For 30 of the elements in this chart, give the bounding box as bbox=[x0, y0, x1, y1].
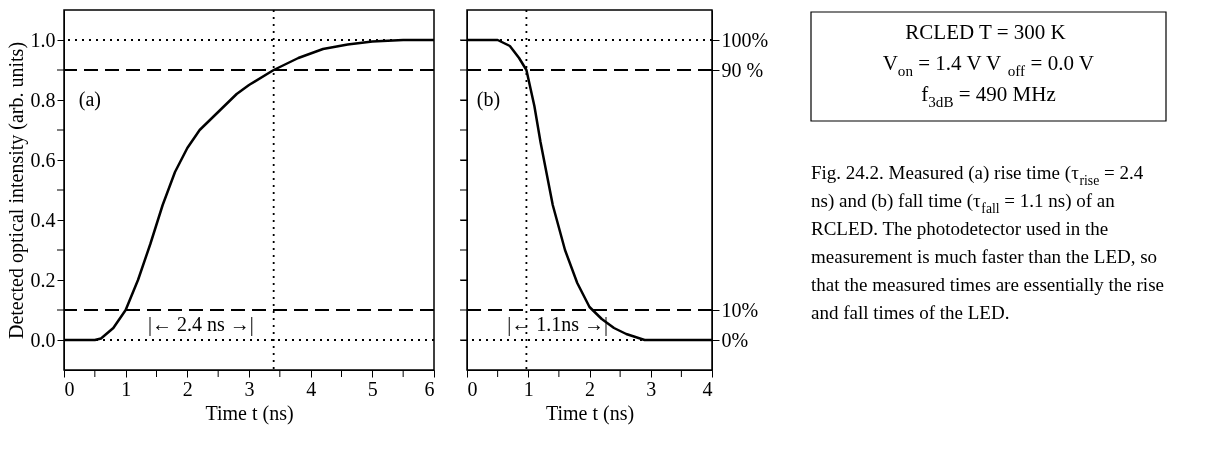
x-tick-label: 1 bbox=[523, 377, 534, 400]
annotation: (b) bbox=[476, 88, 501, 111]
x-tick-label: 2 bbox=[585, 377, 595, 400]
annotation: |← 2.4 ns →| bbox=[148, 313, 254, 336]
x-tick-label: 0 bbox=[467, 377, 478, 400]
annotation: (a) bbox=[78, 88, 101, 111]
y-tick-label: 0.8 bbox=[30, 88, 56, 111]
y-tick-label: 0.2 bbox=[30, 268, 56, 291]
x-tick-label: 5 bbox=[367, 377, 378, 400]
x-tick-label: 6 bbox=[424, 377, 435, 400]
y-tick-label: 0.4 bbox=[30, 208, 56, 231]
text: 100% bbox=[721, 28, 769, 51]
annotation: |← 1.1ns →| bbox=[507, 313, 609, 336]
x-tick-label: 2 bbox=[182, 377, 193, 400]
x-axis-title: Time t (ns) bbox=[205, 401, 294, 425]
y-tick-label: 0.6 bbox=[30, 148, 56, 171]
x-tick-label: 3 bbox=[244, 377, 255, 400]
y-tick-label: 1.0 bbox=[30, 28, 56, 51]
y-axis-title: Detected optical intensity (arb. units) bbox=[4, 41, 28, 340]
text: 10% bbox=[721, 298, 759, 321]
text: 90 % bbox=[721, 58, 764, 81]
text: 0% bbox=[721, 328, 749, 351]
x-tick-label: 3 bbox=[646, 377, 657, 400]
x-tick-label: 0 bbox=[64, 377, 75, 400]
x-axis-title: Time t (ns) bbox=[545, 401, 635, 425]
x-tick-label: 1 bbox=[121, 377, 132, 400]
y-tick-label: 0.0 bbox=[30, 328, 56, 351]
x-tick-label: 4 bbox=[702, 377, 713, 400]
x-tick-label: 4 bbox=[306, 377, 317, 400]
text: RCLED T = 300 K bbox=[905, 20, 1066, 44]
